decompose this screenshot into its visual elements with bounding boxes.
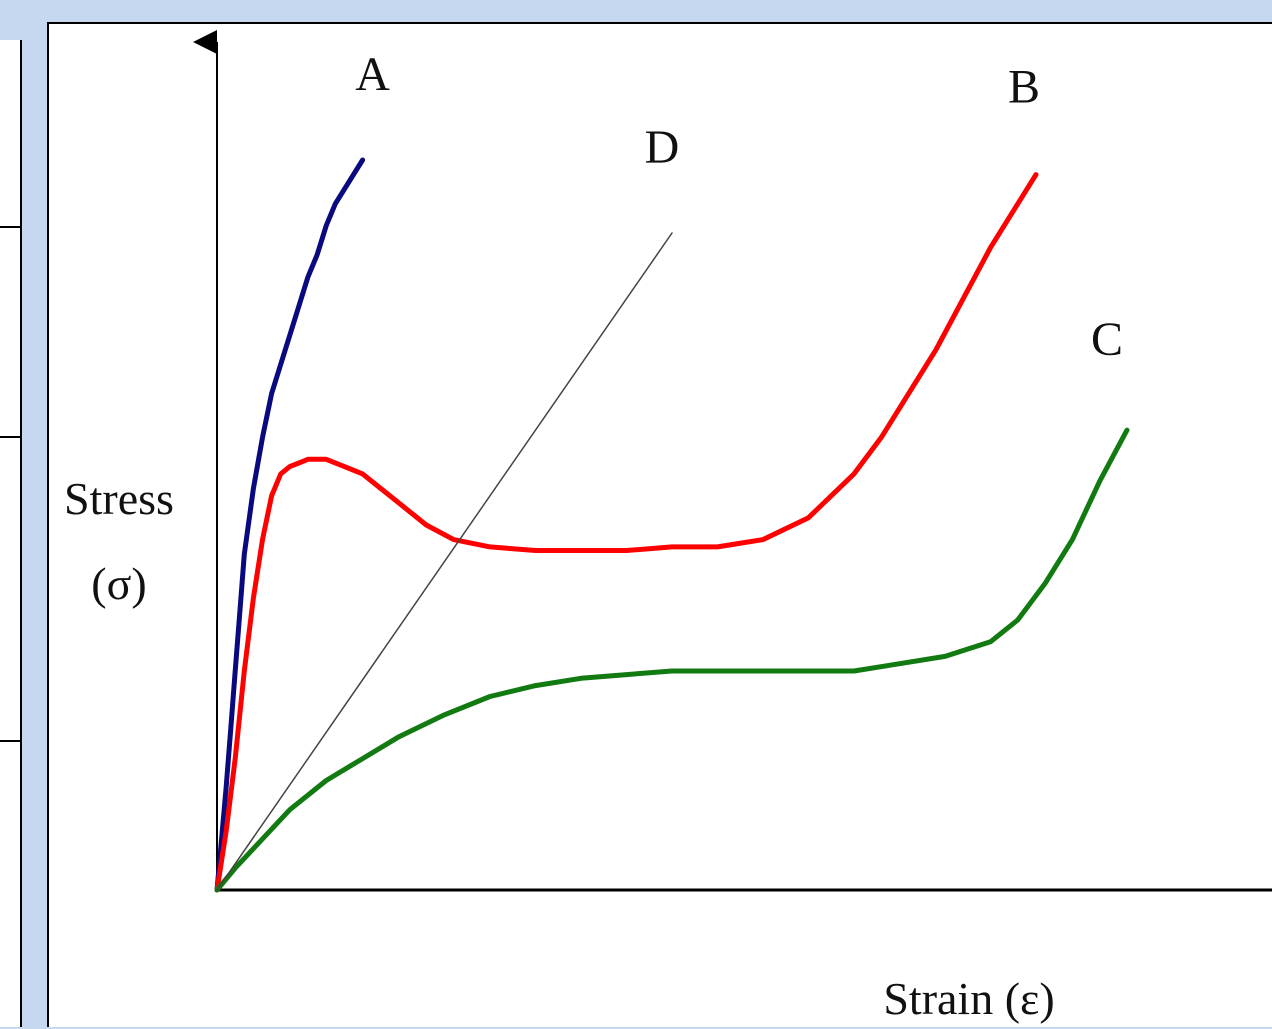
series-line-c bbox=[214, 427, 1130, 893]
x-axis-label: Strain (ε) bbox=[883, 973, 1054, 1024]
y-axis-label-line2: (σ) bbox=[91, 558, 146, 609]
series-line-b bbox=[214, 172, 1039, 893]
axes bbox=[193, 30, 1272, 892]
series-line-d bbox=[216, 232, 673, 891]
table-row-divider bbox=[0, 436, 20, 438]
y-axis-label-line1: Stress bbox=[64, 473, 174, 524]
table-row-divider bbox=[0, 740, 20, 742]
series-line-a bbox=[214, 157, 366, 893]
series-label-a: A bbox=[355, 48, 390, 101]
stress-strain-chart: A B C D Stress (σ) Strain (ε) bbox=[64, 30, 1272, 1024]
series-label-c: C bbox=[1091, 313, 1123, 366]
table-row-divider bbox=[0, 226, 20, 228]
chart-frame: A B C D Stress (σ) Strain (ε) bbox=[47, 22, 1272, 1027]
chart-labels: A B C D Stress (σ) Strain (ε) bbox=[64, 48, 1123, 1024]
series-curves bbox=[214, 157, 1130, 893]
series-label-b: B bbox=[1008, 61, 1040, 114]
adjacent-table-edge bbox=[0, 40, 22, 1027]
series-label-d: D bbox=[645, 121, 680, 174]
